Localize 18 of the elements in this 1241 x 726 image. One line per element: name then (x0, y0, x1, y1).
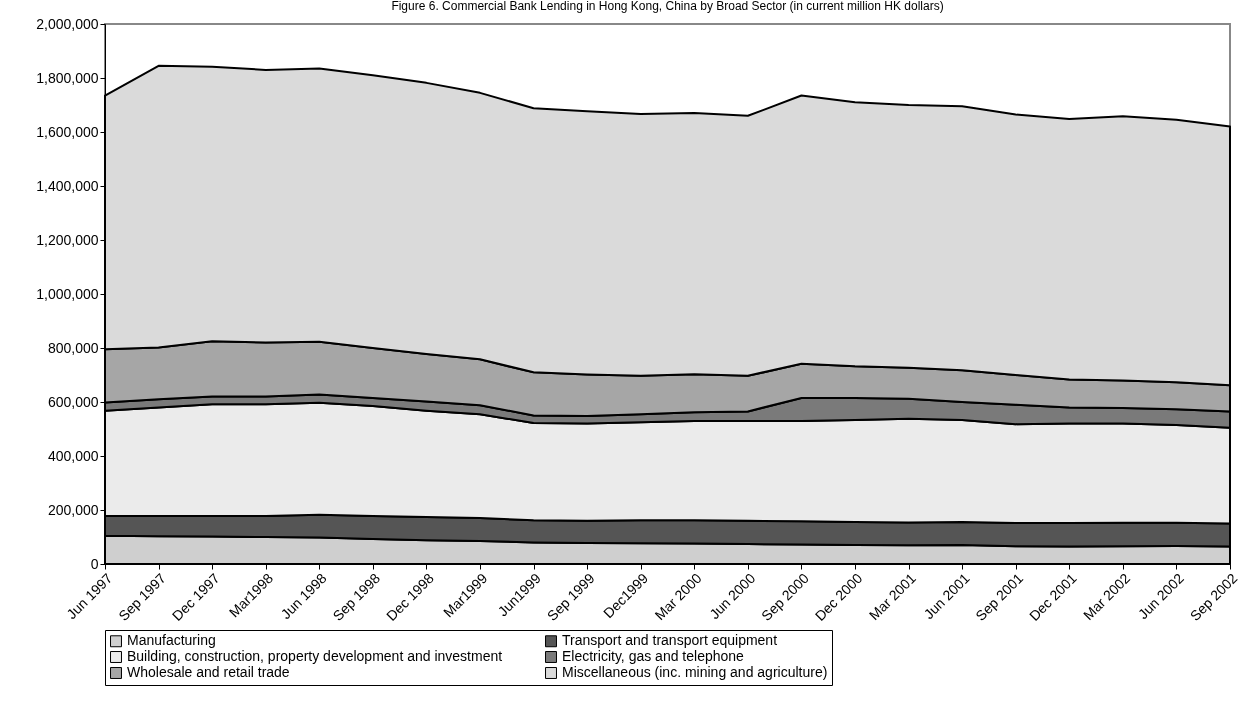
y-tick-label: 1,400,000 (36, 177, 99, 194)
y-tick-label: 0 (90, 555, 99, 572)
legend-label: Electricity, gas and telephone (562, 648, 745, 664)
legend-label: Building, construction, property development and investment (127, 648, 503, 664)
legend-label: Transport and transport equipment (562, 632, 778, 649)
y-tick-label: 1,000,000 (36, 285, 99, 302)
legend-label: Miscellaneous (inc. mining and agriculture) (562, 664, 828, 680)
y-tick-label: 1,200,000 (36, 231, 99, 248)
y-tick-label: 800,000 (47, 339, 99, 356)
y-tick-label: 600,000 (47, 393, 99, 410)
chart-title: Figure 6. Commercial Bank Lending in Hong Kong, China by Broad Sector (in current million HK dollars) (391, 0, 944, 13)
legend-label: Wholesale and retail trade (127, 664, 290, 680)
y-tick-label: 1,600,000 (36, 123, 99, 140)
y-tick-label: 1,800,000 (36, 69, 99, 86)
y-tick-label: 400,000 (47, 447, 99, 464)
y-tick-label: 2,000,000 (36, 15, 99, 32)
legend-label: Manufacturing (127, 632, 216, 649)
y-tick-label: 200,000 (47, 501, 99, 518)
